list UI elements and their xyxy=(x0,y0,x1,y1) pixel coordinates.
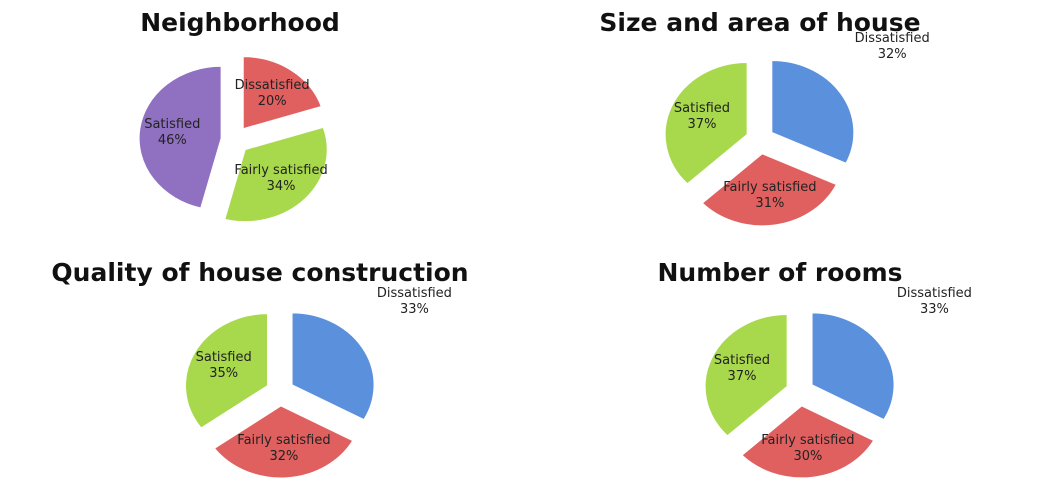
value-label: 30% xyxy=(793,448,823,464)
slice-label: Dissatisfied 32% xyxy=(844,31,940,63)
slice-label: Satisfied 35% xyxy=(176,350,272,382)
value-label: 32% xyxy=(877,46,907,62)
value-label: 46% xyxy=(157,132,187,148)
chart-title: Quality of house construction xyxy=(51,258,469,287)
category-label: Fairly satisfied xyxy=(237,433,331,449)
pie-slice xyxy=(224,126,328,223)
category-label: Fairly satisfied xyxy=(761,432,855,448)
value-label: 33% xyxy=(399,301,429,317)
value-label: 37% xyxy=(687,117,717,133)
slice-label: Fairly satisfied 31% xyxy=(722,180,818,212)
pie-slice xyxy=(704,313,788,437)
slice-label: Fairly satisfied 32% xyxy=(236,433,332,465)
category-label: Satisfied xyxy=(673,101,731,117)
pie-slice xyxy=(664,61,748,185)
pie-slice xyxy=(213,405,354,479)
value-label: 33% xyxy=(919,301,949,317)
pie-slice xyxy=(185,313,269,429)
pie-slice xyxy=(811,312,895,421)
category-label: Satisfied xyxy=(713,353,771,369)
category-label: Dissatisfied xyxy=(854,30,930,46)
pie-slice xyxy=(771,59,855,164)
slice-label: Fairly satisfied 30% xyxy=(760,433,856,465)
value-label: 32% xyxy=(269,449,299,465)
chart-title: Number of rooms xyxy=(657,258,903,287)
pie-slice xyxy=(701,153,838,227)
value-label: 20% xyxy=(257,93,287,109)
value-label: 31% xyxy=(755,196,785,212)
pie-slice xyxy=(242,56,322,130)
slice-label: Satisfied 46% xyxy=(124,117,220,149)
category-label: Fairly satisfied xyxy=(723,180,817,196)
value-label: 35% xyxy=(209,366,239,382)
slice-label: Fairly satisfied 34% xyxy=(233,163,329,195)
category-label: Dissatisfied xyxy=(376,285,452,301)
pie-slice xyxy=(741,405,875,479)
category-label: Dissatisfied xyxy=(896,285,972,301)
category-label: Fairly satisfied xyxy=(234,163,328,179)
slice-label: Satisfied 37% xyxy=(694,353,790,385)
pie-slice xyxy=(291,312,375,421)
slice-label: Satisfied 37% xyxy=(654,101,750,133)
category-label: Satisfied xyxy=(144,116,201,132)
category-label: Dissatisfied xyxy=(234,77,310,93)
slice-label: Dissatisfied 33% xyxy=(366,286,462,318)
slice-label: Dissatisfied 33% xyxy=(886,286,982,318)
value-label: 37% xyxy=(727,369,757,385)
slice-label: Dissatisfied 20% xyxy=(224,78,320,110)
category-label: Satisfied xyxy=(195,350,252,366)
pie-slice xyxy=(138,65,222,209)
chart-title: Neighborhood xyxy=(140,8,340,37)
chart-title: Size and area of house xyxy=(599,8,921,37)
value-label: 34% xyxy=(266,179,296,195)
